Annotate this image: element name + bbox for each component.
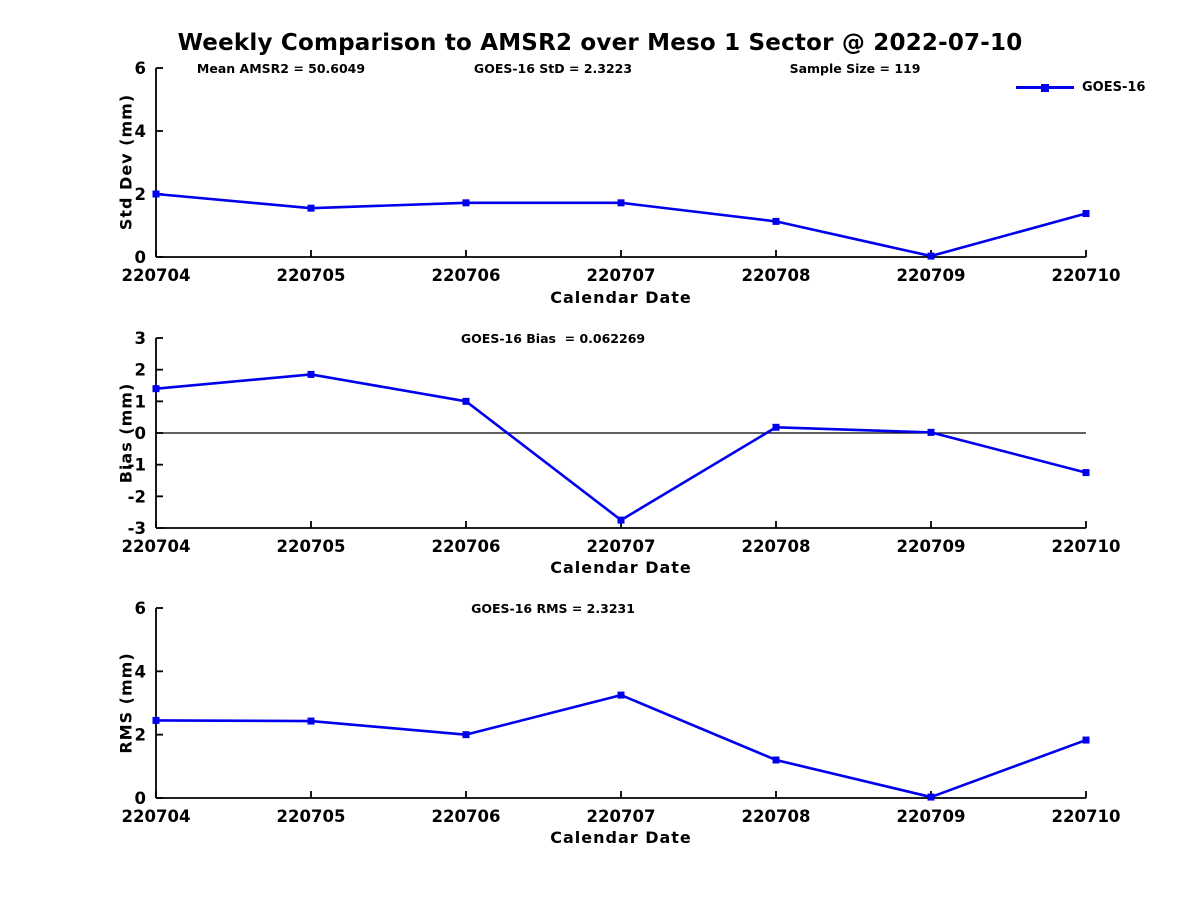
x-tick-label: 220710: [1052, 537, 1121, 556]
x-tick-label: 220705: [277, 807, 346, 826]
x-tick-label: 220704: [122, 807, 191, 826]
y-tick-label: -2: [128, 487, 146, 506]
x-tick-label: 220710: [1052, 266, 1121, 285]
y-tick-label: -1: [128, 456, 146, 475]
data-point-marker: [152, 716, 160, 724]
data-point-marker: [462, 731, 470, 739]
y-tick-label: 4: [135, 662, 146, 681]
annotation-sample-size: Sample Size = 119: [789, 61, 921, 76]
x-tick-label: 220707: [587, 266, 656, 285]
data-point-marker: [617, 691, 625, 699]
x-tick-label: 220707: [587, 807, 656, 826]
x-tick-label: 220705: [277, 266, 346, 285]
x-tick-label: 220709: [897, 266, 966, 285]
annotation-goes16-std: GOES-16 StD = 2.3223: [473, 61, 633, 76]
data-point-marker: [772, 756, 780, 764]
series-line-goes-16: [155, 693, 1087, 799]
x-tick-label: 220706: [432, 537, 501, 556]
data-point-marker: [1082, 736, 1090, 744]
data-point-marker: [927, 793, 935, 801]
xlabel-calendar-date-2: Calendar Date: [550, 558, 692, 577]
ylabel-std-dev: Std Dev (mm): [116, 93, 136, 231]
data-point-marker: [462, 199, 470, 207]
annotation-goes16-bias: GOES-16 Bias = 0.062269: [460, 331, 646, 346]
y-tick-label: 0: [135, 424, 146, 443]
series-line-goes-16: [155, 373, 1087, 522]
data-point-marker: [152, 385, 160, 393]
y-tick-label: -3: [128, 519, 146, 538]
legend-square-marker-icon: [1041, 83, 1049, 92]
y-tick-label: 2: [135, 726, 146, 745]
data-point-marker: [927, 428, 935, 436]
data-point-marker: [927, 252, 935, 260]
y-tick-label: 1: [135, 392, 146, 411]
data-point-marker: [1082, 210, 1090, 218]
y-tick-label: 4: [135, 122, 146, 141]
y-tick-label: 2: [135, 361, 146, 380]
data-point-marker: [772, 423, 780, 431]
x-tick-label: 220709: [897, 537, 966, 556]
legend-goes16: GOES-16: [1016, 80, 1145, 95]
annotation-mean-amsr2: Mean AMSR2 = 50.6049: [196, 61, 366, 76]
data-point-marker: [307, 370, 315, 378]
x-tick-label: 220708: [742, 266, 811, 285]
ylabel-bias: Bias (mm): [116, 382, 136, 484]
x-tick-label: 220706: [432, 266, 501, 285]
data-point-marker: [617, 199, 625, 207]
ylabel-rms: RMS (mm): [116, 652, 136, 754]
xlabel-calendar-date-1: Calendar Date: [550, 288, 692, 307]
data-point-marker: [772, 217, 780, 225]
figure-title: Weekly Comparison to AMSR2 over Meso 1 S…: [177, 30, 1023, 56]
y-tick-label: 6: [135, 599, 146, 618]
x-tick-label: 220706: [432, 807, 501, 826]
data-point-marker: [307, 204, 315, 212]
legend-label: GOES-16: [1082, 80, 1146, 95]
data-point-marker: [462, 397, 470, 405]
y-tick-label: 6: [135, 59, 146, 78]
x-tick-label: 220704: [122, 537, 191, 556]
data-point-marker: [1082, 469, 1090, 477]
x-tick-label: 220710: [1052, 807, 1121, 826]
x-tick-label: 220704: [122, 266, 191, 285]
y-tick-label: 0: [135, 248, 146, 267]
x-tick-label: 220708: [742, 537, 811, 556]
data-point-marker: [617, 516, 625, 524]
x-tick-label: 220709: [897, 807, 966, 826]
x-tick-label: 220707: [587, 537, 656, 556]
xlabel-calendar-date-3: Calendar Date: [550, 828, 692, 847]
x-tick-label: 220708: [742, 807, 811, 826]
legend-line-sample: [1016, 83, 1074, 92]
data-point-marker: [307, 717, 315, 725]
annotation-goes16-rms: GOES-16 RMS = 2.3231: [471, 601, 635, 616]
x-tick-label: 220705: [277, 537, 346, 556]
y-tick-label: 3: [135, 329, 146, 348]
y-tick-label: 0: [135, 789, 146, 808]
data-point-marker: [152, 190, 160, 198]
y-tick-label: 2: [135, 185, 146, 204]
